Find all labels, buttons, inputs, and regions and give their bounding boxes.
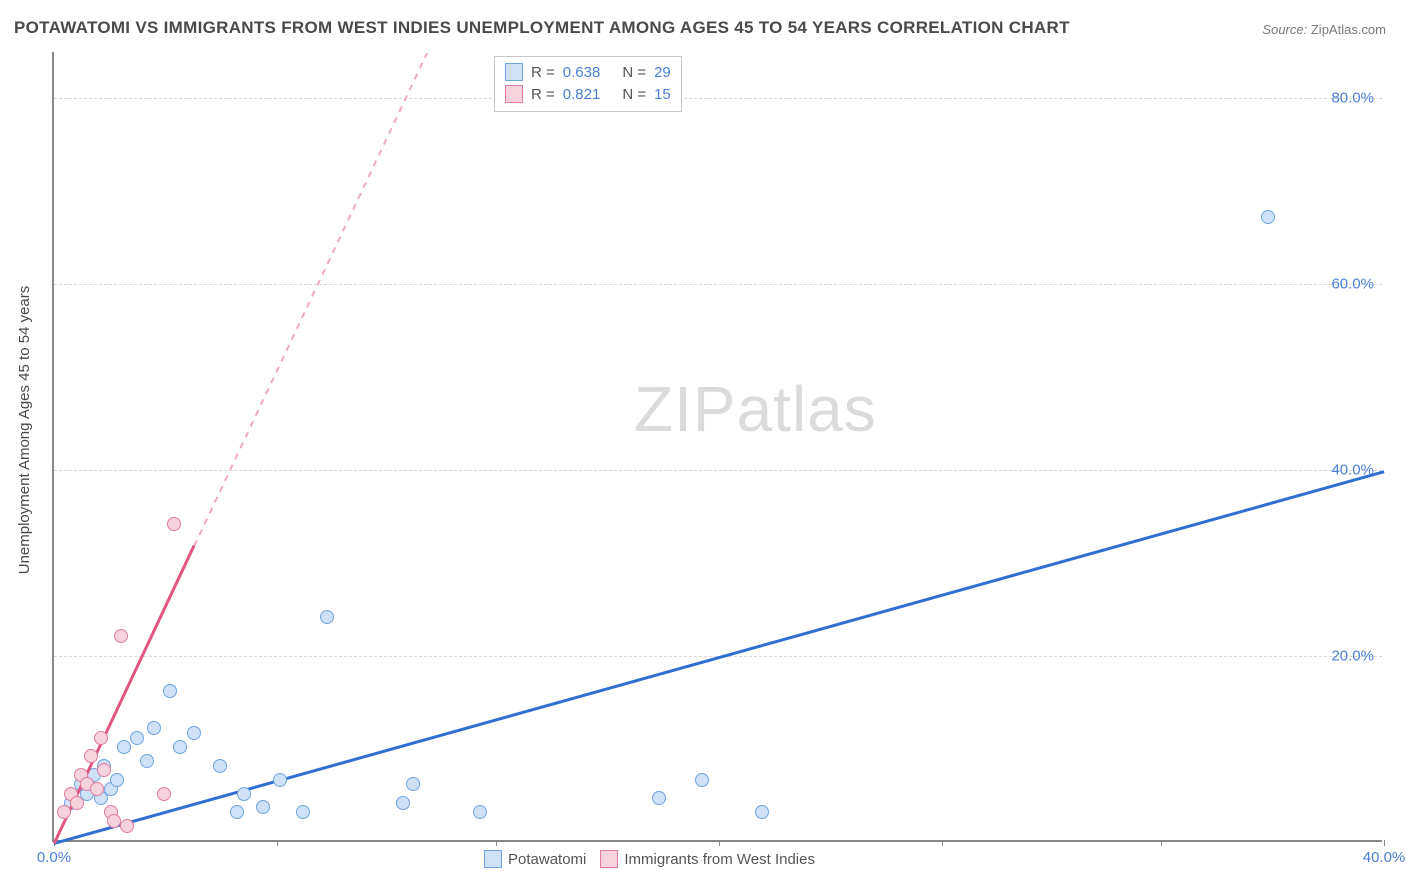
legend-swatch	[484, 850, 502, 868]
data-point	[84, 749, 98, 763]
n-label: N =	[622, 64, 646, 81]
data-point	[110, 773, 124, 787]
r-value: 0.821	[563, 86, 601, 103]
data-point	[230, 805, 244, 819]
x-tick-mark	[496, 840, 497, 846]
series-legend-item: Potawatomi	[484, 850, 586, 868]
data-point	[94, 731, 108, 745]
data-point	[97, 763, 111, 777]
data-point	[320, 610, 334, 624]
n-value: 29	[654, 64, 671, 81]
data-point	[473, 805, 487, 819]
watermark: ZIPatlas	[634, 372, 877, 446]
source-value: ZipAtlas.com	[1311, 22, 1386, 37]
legend-swatch	[600, 850, 618, 868]
series-legend-item: Immigrants from West Indies	[600, 850, 815, 868]
n-label: N =	[622, 86, 646, 103]
source-attribution: Source: ZipAtlas.com	[1262, 22, 1386, 37]
data-point	[140, 754, 154, 768]
trend-line	[193, 52, 427, 545]
data-point	[406, 777, 420, 791]
correlation-legend-row: R = 0.821 N = 15	[505, 83, 671, 105]
data-point	[187, 726, 201, 740]
data-point	[107, 814, 121, 828]
watermark-bold: ZIP	[634, 373, 737, 445]
y-axis-label: Unemployment Among Ages 45 to 54 years	[16, 286, 33, 575]
gridline	[54, 98, 1382, 99]
data-point	[396, 796, 410, 810]
n-value: 15	[654, 86, 671, 103]
data-point	[57, 805, 71, 819]
data-point	[147, 721, 161, 735]
data-point	[213, 759, 227, 773]
data-point	[1261, 210, 1275, 224]
data-point	[256, 800, 270, 814]
data-point	[114, 629, 128, 643]
r-label: R =	[531, 86, 555, 103]
data-point	[237, 787, 251, 801]
x-tick-label: 0.0%	[37, 849, 71, 866]
data-point	[130, 731, 144, 745]
y-tick-label: 80.0%	[1331, 90, 1374, 107]
series-legend: Potawatomi Immigrants from West Indies	[484, 850, 815, 868]
r-value: 0.638	[563, 64, 601, 81]
data-point	[120, 819, 134, 833]
legend-swatch	[505, 63, 523, 81]
gridline	[54, 284, 1382, 285]
x-tick-mark	[277, 840, 278, 846]
data-point	[273, 773, 287, 787]
x-tick-mark	[1161, 840, 1162, 846]
data-point	[296, 805, 310, 819]
series-legend-label: Potawatomi	[508, 851, 586, 868]
chart-title: POTAWATOMI VS IMMIGRANTS FROM WEST INDIE…	[14, 18, 1070, 38]
chart-plot-area: ZIPatlas 20.0%40.0%60.0%80.0%0.0%40.0%R …	[52, 52, 1382, 842]
data-point	[652, 791, 666, 805]
data-point	[163, 684, 177, 698]
correlation-legend: R = 0.638 N = 29 R = 0.821 N = 15	[494, 56, 682, 112]
legend-swatch	[505, 85, 523, 103]
data-point	[117, 740, 131, 754]
x-tick-mark	[942, 840, 943, 846]
gridline	[54, 470, 1382, 471]
data-point	[157, 787, 171, 801]
x-tick-label: 40.0%	[1363, 849, 1406, 866]
y-tick-label: 20.0%	[1331, 648, 1374, 665]
r-label: R =	[531, 64, 555, 81]
data-point	[173, 740, 187, 754]
data-point	[90, 782, 104, 796]
source-label: Source:	[1262, 22, 1307, 37]
watermark-thin: atlas	[737, 373, 877, 445]
x-tick-mark	[1384, 840, 1385, 846]
data-point	[167, 517, 181, 531]
data-point	[755, 805, 769, 819]
y-tick-label: 60.0%	[1331, 276, 1374, 293]
trend-line	[54, 470, 1385, 844]
correlation-legend-row: R = 0.638 N = 29	[505, 61, 671, 83]
series-legend-label: Immigrants from West Indies	[624, 851, 815, 868]
x-tick-mark	[719, 840, 720, 846]
data-point	[695, 773, 709, 787]
data-point	[70, 796, 84, 810]
